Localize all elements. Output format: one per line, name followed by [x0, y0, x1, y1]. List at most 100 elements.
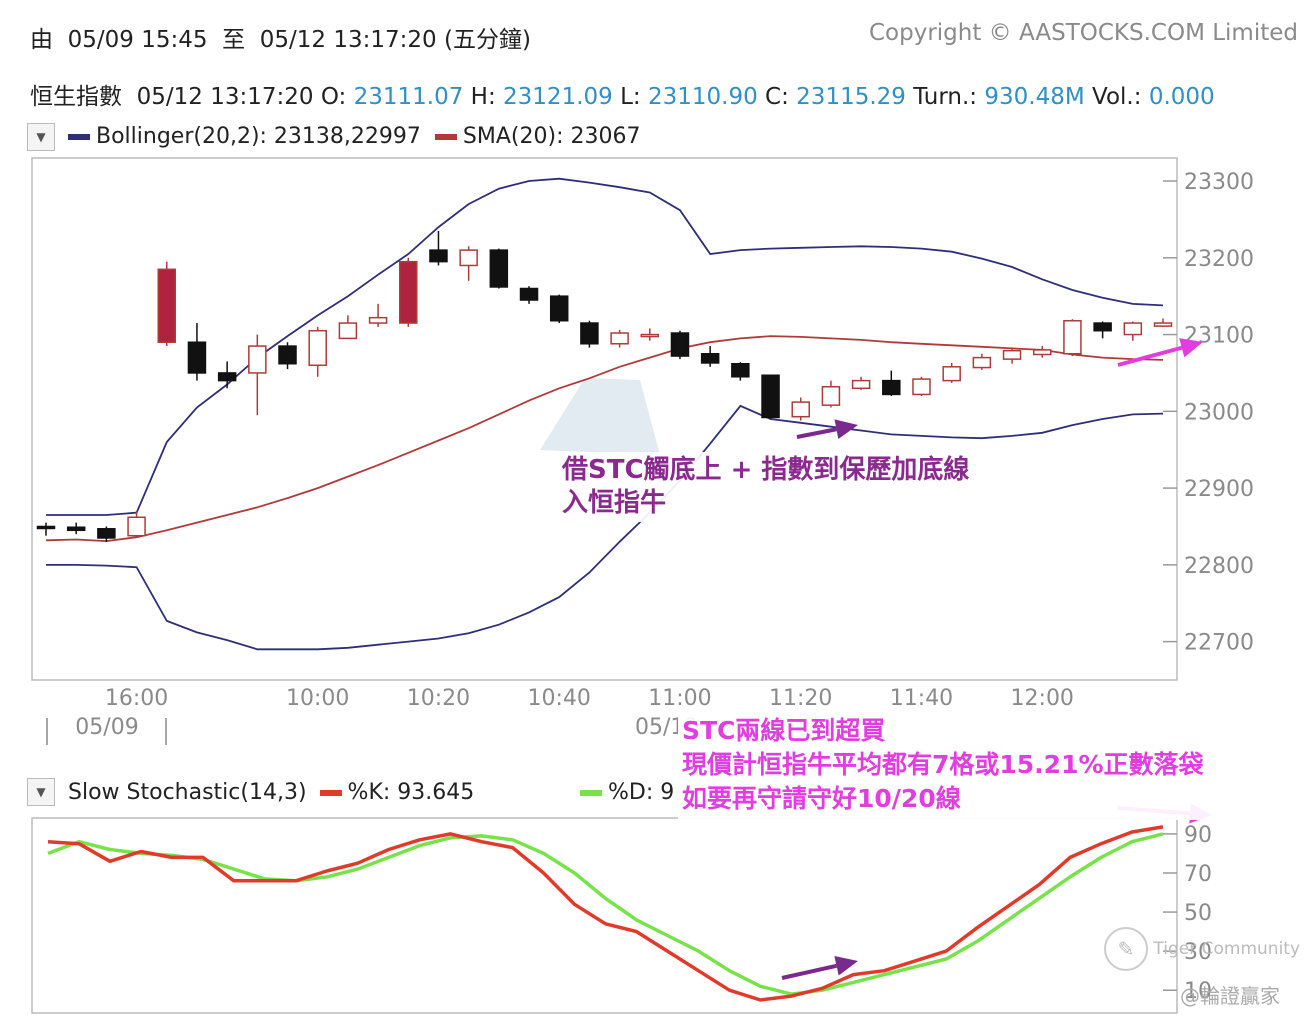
- c-value: 23115.29: [796, 84, 906, 110]
- candle-body: [640, 333, 660, 338]
- candle-body: [580, 322, 599, 345]
- o-label: O:: [320, 84, 347, 110]
- candle-body: [157, 268, 177, 343]
- candle-body: [187, 341, 207, 374]
- y-tick-label: 22900: [1184, 477, 1254, 502]
- annotation-overbought: STC兩線已到超買 現價計恒指牛平均都有7格或15.21%正數落袋 如要再守請守…: [678, 712, 1288, 820]
- stoch-y-tick-label: 90: [1184, 823, 1212, 848]
- vol-label: Vol.:: [1092, 84, 1142, 110]
- sma-line: [45, 335, 1164, 543]
- y-tick-label: 23200: [1184, 247, 1254, 272]
- range-from: 05/09 15:45: [67, 27, 208, 53]
- candle-body: [127, 516, 146, 537]
- d-swatch: [580, 790, 602, 796]
- date-label: 05/09: [75, 715, 138, 740]
- stoch-y-tick-label: 10: [1184, 979, 1212, 1004]
- arrow-shaft: [796, 427, 837, 439]
- candle-body: [821, 386, 841, 406]
- candle-body: [36, 525, 56, 530]
- annotation-overbought-line1: STC兩線已到超買: [682, 716, 886, 745]
- candle-body: [912, 378, 931, 396]
- x-tick-label: 12:00: [1011, 686, 1074, 711]
- candle-body: [459, 249, 478, 267]
- candle-body: [519, 287, 539, 301]
- stoch-k-line: [47, 825, 1164, 1002]
- quote-time: 05/12 13:17:20: [136, 84, 314, 110]
- turn-value: 930.48M: [984, 84, 1085, 110]
- aastocks-watermark-icon: [540, 378, 660, 455]
- candle-body: [882, 379, 901, 396]
- tiger-text: Tiger Community: [1153, 939, 1301, 959]
- candle-body: [791, 401, 810, 418]
- candle-body: [700, 353, 720, 364]
- x-tick-label: 10:00: [286, 686, 349, 711]
- k-swatch: [319, 790, 342, 796]
- main-legend: Bollinger(20,2): 23138,22997 SMA(20): 23…: [68, 124, 640, 149]
- y-tick-label: 22800: [1184, 554, 1254, 579]
- candle-body: [972, 356, 992, 369]
- annotation-entry: 借STC觸底上 + 指數到保歷加底線 入恒指牛: [558, 452, 1026, 522]
- date-range: 由 05/09 15:45 至 05/12 13:17:20 (五分鐘): [30, 20, 531, 54]
- entry-arrow: [796, 419, 858, 440]
- stoch-d-line: [47, 832, 1164, 996]
- annotation-overbought-line3: 如要再守請守好10/20線: [682, 784, 961, 813]
- candle-body: [1063, 319, 1082, 355]
- arrow-head: [834, 956, 858, 976]
- quote-line: 恒生指數 05/12 13:17:20 O: 23111.07 H: 23121…: [30, 77, 1215, 111]
- stoch-y-tick-label: 70: [1184, 862, 1212, 887]
- candle-body: [489, 249, 509, 288]
- bollinger-legend: Bollinger(20,2): 23138,22997: [96, 124, 421, 149]
- candle-body: [610, 332, 629, 345]
- tiger-watermark: ✎ Tiger Community: [1104, 927, 1300, 971]
- vol-value: 0.000: [1148, 84, 1215, 110]
- stoch-y-tick-label: 30: [1184, 940, 1212, 965]
- stoch-entry-arrow: [781, 956, 858, 980]
- stoch-legend: Slow Stochastic(14,3) %K: 93.645: [68, 780, 474, 805]
- l-value: 23110.90: [647, 84, 758, 110]
- o-value: 23111.07: [353, 84, 464, 110]
- x-tick-label: 11:00: [648, 686, 711, 711]
- annotation-entry-line2: 入恒指牛: [562, 488, 667, 518]
- copyright: Copyright © AASTOCKS.COM Limited: [868, 20, 1298, 46]
- candle-body: [368, 316, 388, 324]
- candle-body: [549, 295, 569, 322]
- candle-body: [66, 526, 86, 532]
- l-label: L:: [620, 84, 641, 110]
- stoch-indicator-dropdown[interactable]: ▼: [27, 778, 55, 806]
- stoch-plot-frame: [31, 817, 1178, 1014]
- candle-body: [1002, 349, 1022, 360]
- x-tick-label: 10:40: [528, 686, 591, 711]
- candle-body: [851, 379, 871, 390]
- sma-legend: SMA(20): 23067: [462, 124, 641, 149]
- annotation-overbought-line2: 現價計恒指牛平均都有7格或15.21%正數落袋: [682, 750, 1204, 779]
- c-label: C:: [765, 84, 789, 110]
- quote-name: 恒生指數: [30, 84, 122, 110]
- main-indicator-dropdown[interactable]: ▼: [27, 123, 55, 151]
- candle-body: [248, 345, 267, 374]
- y-tick-label: 23000: [1184, 400, 1254, 425]
- range-mid: 至: [222, 27, 246, 53]
- arrow-shaft: [1117, 345, 1183, 367]
- bollinger-swatch: [68, 134, 90, 140]
- author-watermark: @輪證贏家: [1180, 984, 1280, 1008]
- candle-body: [278, 345, 297, 365]
- range-label: 由: [30, 27, 53, 53]
- y-tick-label: 22700: [1184, 631, 1254, 656]
- candle-body: [1123, 322, 1143, 336]
- d-legend: %D: 9: [608, 780, 675, 805]
- tiger-logo-icon: ✎: [1104, 927, 1148, 971]
- annotation-entry-line1: 借STC觸底上 + 指數到保歷加底線: [562, 455, 970, 485]
- candle-body: [429, 249, 448, 263]
- stoch-name: Slow Stochastic(14,3): [68, 780, 307, 805]
- x-tick-label: 16:00: [105, 686, 168, 711]
- arrow-head: [834, 419, 858, 440]
- candle-body: [731, 362, 750, 378]
- h-value: 23121.09: [503, 84, 613, 110]
- candle-body: [217, 372, 237, 382]
- candle-body: [1153, 322, 1173, 327]
- arrow-shaft: [781, 963, 837, 980]
- x-tick-label: 11:20: [769, 686, 832, 711]
- sma-swatch: [434, 134, 457, 140]
- candle-body: [97, 528, 116, 539]
